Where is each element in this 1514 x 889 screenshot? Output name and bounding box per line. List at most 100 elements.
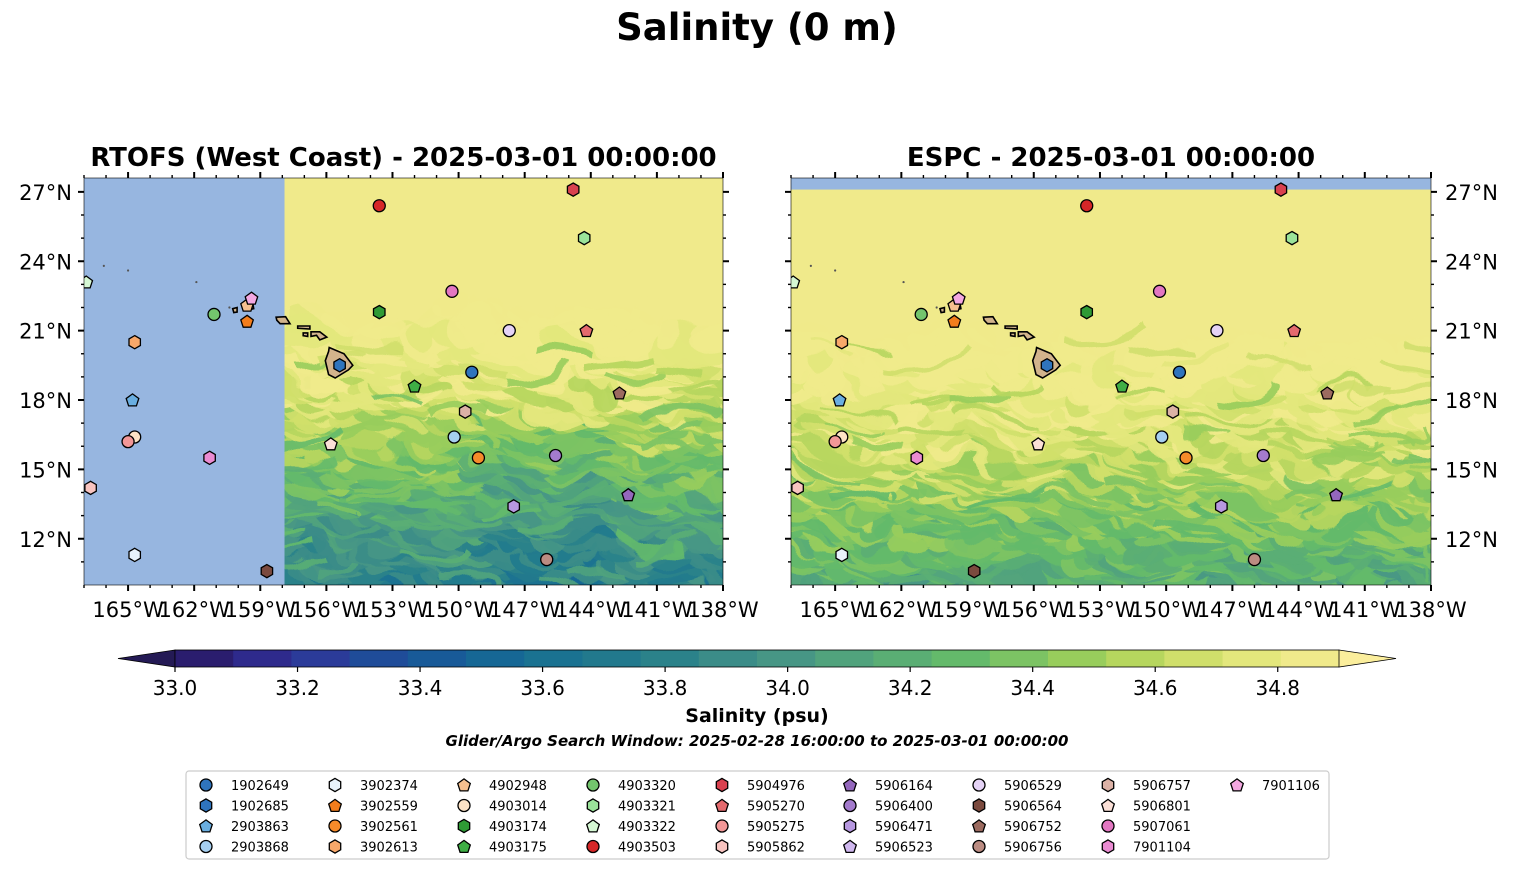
salinity-field <box>791 178 1431 585</box>
obs-5905862 <box>84 480 97 496</box>
island <box>296 325 311 330</box>
legend-marker-4903175 <box>456 839 472 854</box>
obs-4903174 <box>372 304 386 320</box>
x-tick-label: 165°W <box>799 598 871 622</box>
obs-4903320 <box>914 307 928 322</box>
legend-entry-label: 5906752 <box>1004 820 1062 835</box>
colorbar-label: Salinity (psu) <box>685 705 828 727</box>
colorbar-under-arrow <box>117 649 176 668</box>
legend-entry-label: 4903322 <box>618 820 676 835</box>
atoll <box>126 269 130 272</box>
obs-1902685 <box>1040 357 1054 373</box>
colorbar-segment <box>698 650 758 667</box>
x-tick-label: 138°W <box>1395 598 1467 622</box>
rtofs-map-panel: 165°W162°W159°W156°W153°W150°W147°W144°W… <box>19 143 759 622</box>
obs-5906564 <box>967 563 981 579</box>
colorbar-segment <box>931 650 991 667</box>
obs-4903321 <box>1285 230 1299 246</box>
legend-entry-label: 4903321 <box>618 800 676 815</box>
y-tick-label: 21°N <box>19 320 72 344</box>
obs-5906164 <box>1329 487 1344 502</box>
legend-marker-3902559 <box>327 798 343 813</box>
obs-3902561 <box>1179 451 1193 465</box>
colorbar-over-arrow <box>1338 649 1397 668</box>
x-tick-label: 162°W <box>866 598 938 622</box>
obs-5906757 <box>1166 404 1180 419</box>
obs-5906529 <box>502 323 516 338</box>
legend-entry-label: 5906529 <box>1004 779 1062 794</box>
obs-3902374 <box>128 547 142 563</box>
colorbar-tick-label: 34.2 <box>888 676 933 700</box>
colorbar-tick-label: 33.2 <box>275 676 320 700</box>
legend-entry-label: 5905270 <box>747 800 805 815</box>
map-frame <box>790 177 1432 586</box>
x-tick-label: 150°W <box>1130 598 1202 622</box>
legend-entry-label: 5906164 <box>875 779 933 794</box>
legend-entry-label: 4903503 <box>618 841 676 856</box>
legend-marker-5905275 <box>715 819 729 833</box>
observation-legend: 1902649 1902685 2903863 2903868 3902374 39025… <box>185 770 1330 860</box>
y-tick-label: 24°N <box>1445 250 1498 274</box>
atoll <box>809 264 812 267</box>
obs-4903322 <box>84 275 94 289</box>
search-window-caption: Glider/Argo Search Window: 2025-02-28 16… <box>446 732 1069 750</box>
legend-marker-3902374 <box>328 777 342 793</box>
y-tick-label: 15°N <box>1445 458 1498 482</box>
obs-5906471 <box>507 499 521 514</box>
legend-marker-7901104 <box>1101 839 1115 854</box>
colorbar-tick-label: 33.6 <box>520 676 565 700</box>
legend-entry-label: 5907061 <box>1133 820 1191 835</box>
legend-entry-label: 5905862 <box>747 841 805 856</box>
obs-7901106 <box>951 291 966 305</box>
colorbar-tick-label: 33.8 <box>643 676 688 700</box>
salinity-eddies <box>791 313 1431 585</box>
legend-entry-label: 7901104 <box>1133 841 1191 856</box>
obs-5906400 <box>1256 448 1270 463</box>
legend-marker-5906523 <box>842 839 858 854</box>
legend-marker-5906801 <box>1100 798 1116 813</box>
y-tick-label: 27°N <box>1445 181 1498 205</box>
colorbar-tick-label: 34.8 <box>1255 676 1300 700</box>
obs-4903174 <box>1080 304 1094 320</box>
legend-entry-label: 3902374 <box>360 779 418 794</box>
atoll <box>834 269 837 272</box>
x-tick-label: 144°W <box>1263 598 1335 622</box>
y-tick-label: 21°N <box>1445 320 1498 344</box>
colorbar-segment <box>349 650 409 667</box>
x-tick-label: 165°W <box>92 598 164 622</box>
y-tick-label: 27°N <box>19 181 72 205</box>
obs-5906564 <box>260 563 274 579</box>
y-tick-label: 12°N <box>1445 528 1498 552</box>
legend-marker-3902561 <box>328 819 342 833</box>
legend-marker-5905862 <box>715 839 729 854</box>
island <box>275 315 292 325</box>
legend-marker-1902685 <box>199 798 213 813</box>
no-data-region <box>791 178 1431 190</box>
obs-4903503 <box>372 199 386 213</box>
espc-map-panel: 165°W162°W159°W156°W153°W150°W147°W144°W… <box>785 143 1498 622</box>
obs-5905270 <box>579 323 594 338</box>
legend-entry-label: 5906471 <box>875 820 933 835</box>
obs-5905270 <box>1287 323 1302 338</box>
obs-7901104 <box>203 450 216 466</box>
obs-5907061 <box>1152 284 1167 298</box>
colorbar-tick-label: 34.4 <box>1010 676 1055 700</box>
colorbar-segment <box>1106 650 1165 667</box>
obs-5905862 <box>791 480 804 496</box>
colorbar-segment <box>466 650 525 667</box>
y-tick-label: 15°N <box>19 458 72 482</box>
atoll <box>195 280 198 284</box>
x-tick-label: 153°W <box>1064 598 1136 622</box>
colorbar-segment <box>233 650 292 667</box>
obs-3902559 <box>947 314 962 328</box>
colorbar-segment <box>175 650 234 667</box>
colorbar-segment <box>407 650 467 667</box>
legend-marker-4903503 <box>586 839 600 854</box>
obs-7901104 <box>910 450 924 466</box>
atoll <box>228 306 231 309</box>
legend-frame <box>185 770 1330 860</box>
colorbar-segment <box>291 650 351 667</box>
map-frame <box>83 177 724 586</box>
legend-marker-4902948 <box>456 778 472 792</box>
